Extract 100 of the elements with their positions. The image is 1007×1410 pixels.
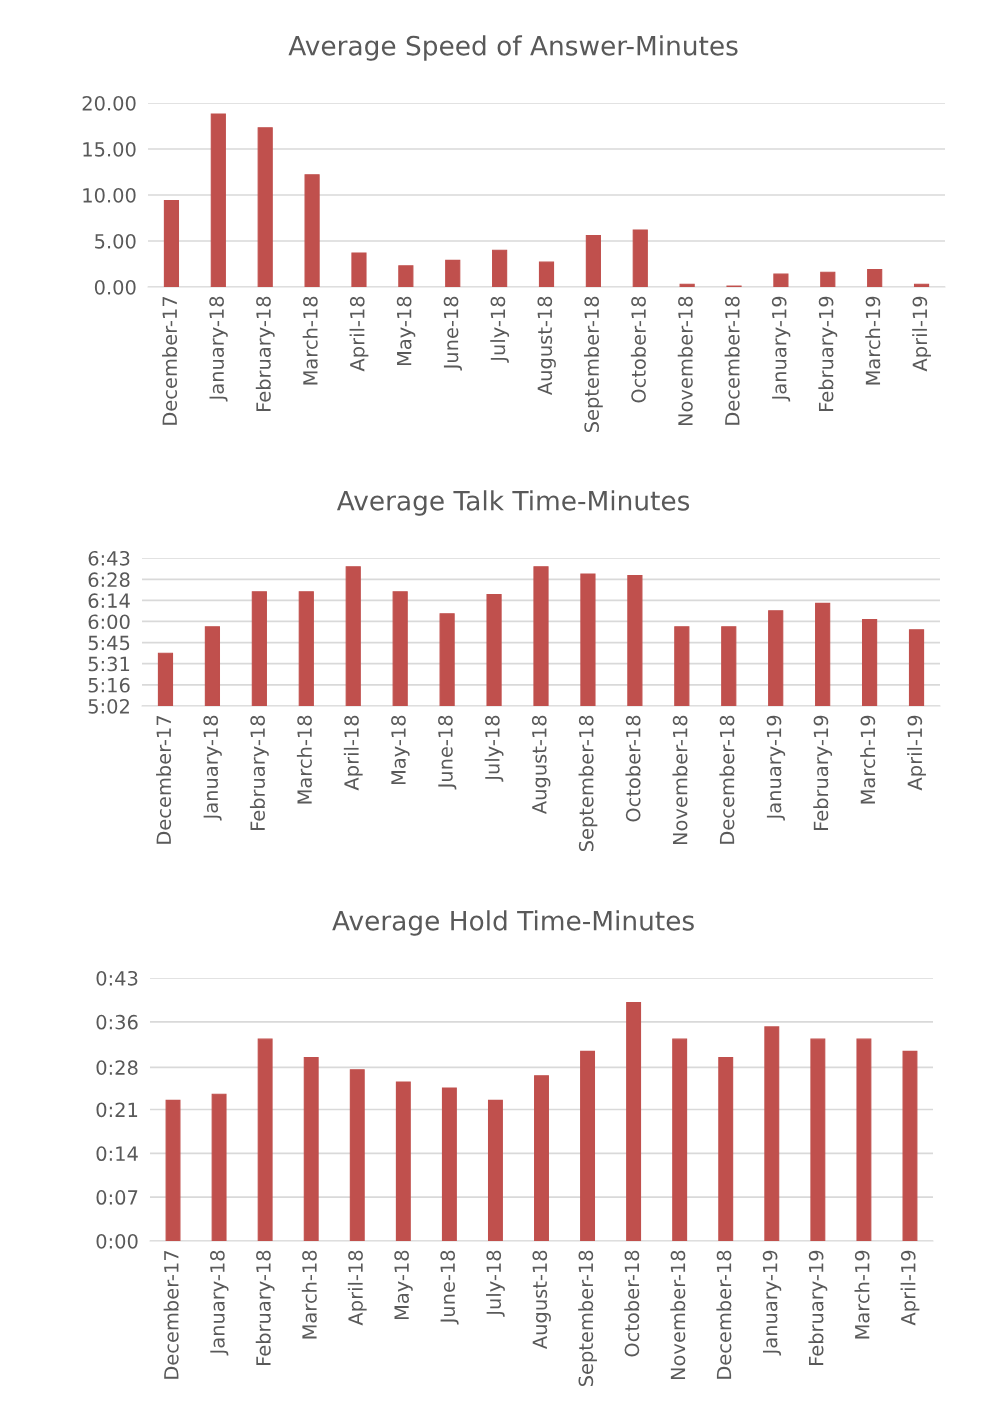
x-tick-label: December-18 <box>719 715 735 844</box>
x-tick-label: December-17 <box>156 716 172 844</box>
bar <box>441 1087 457 1241</box>
y-tick-label: 6:28 <box>88 572 130 588</box>
chart-title: Average Speed of Answer-Minutes <box>288 35 738 61</box>
bar <box>534 1075 549 1241</box>
x-tick-label: December-18 <box>724 296 740 425</box>
y-tick-label: 0:00 <box>96 1233 138 1249</box>
bar <box>395 1081 411 1241</box>
x-tick-label: February-19 <box>813 715 833 830</box>
y-tick-label: 0:14 <box>96 1146 138 1162</box>
x-tick-label: November-18 <box>677 296 693 426</box>
y-tick-label: 0:21 <box>96 1102 138 1118</box>
y-tick-label: 0:07 <box>96 1190 138 1205</box>
bar <box>718 1056 734 1241</box>
y-tick-label: 5:45 <box>88 635 130 651</box>
x-tick-label: April-19 <box>900 1250 920 1326</box>
x-tick-label: April-19 <box>912 296 931 372</box>
bar <box>632 229 648 287</box>
bar <box>902 1050 918 1241</box>
chart-title: Average Hold Time-Minutes <box>332 910 694 936</box>
x-tick-label: January-18 <box>203 715 222 821</box>
y-tick-label: 0:28 <box>96 1060 138 1075</box>
y-tick-label: 0:36 <box>96 1014 138 1030</box>
y-tick-label: 6:00 <box>88 614 130 630</box>
x-tick-label: July-18 <box>484 715 504 782</box>
x-tick-label: December-18 <box>716 1250 732 1379</box>
x-tick-label: September-18 <box>578 1250 597 1387</box>
x-tick-label: November-18 <box>670 1250 686 1380</box>
bar <box>820 271 836 287</box>
x-tick-label: March-19 <box>865 296 881 385</box>
x-tick-label: August-18 <box>532 1250 551 1349</box>
y-tick-label: 10.00 <box>83 187 136 203</box>
x-tick-label: May-18 <box>396 296 416 366</box>
x-tick-label: September-18 <box>578 715 598 852</box>
x-tick-label: December-17 <box>162 297 178 425</box>
y-tick-label: 15.00 <box>83 141 136 157</box>
y-tick-label: 6:43 <box>88 550 130 566</box>
bar <box>257 127 273 287</box>
x-tick-label: April-19 <box>907 715 926 791</box>
bar <box>398 265 414 287</box>
x-tick-label: January-19 <box>766 715 786 821</box>
x-tick-label: October-18 <box>625 715 641 822</box>
bar <box>163 199 180 287</box>
y-tick-label: 0:43 <box>96 970 138 986</box>
x-tick-label: July-18 <box>490 296 510 363</box>
x-tick-label: January-19 <box>771 296 791 402</box>
bar <box>304 174 320 287</box>
bar <box>585 234 601 287</box>
x-tick-label: April-18 <box>347 1250 367 1326</box>
x-tick-label: January-19 <box>762 1250 782 1356</box>
chart-title: Average Talk Time-Minutes <box>336 490 690 516</box>
bar <box>856 1038 872 1241</box>
x-tick-label: August-18 <box>537 296 556 395</box>
bar <box>210 113 226 287</box>
x-tick-label: February-18 <box>249 715 269 830</box>
x-tick-label: February-19 <box>818 296 838 411</box>
bar <box>764 1026 780 1241</box>
x-tick-label: December-17 <box>163 1251 179 1379</box>
y-tick-label: 20.00 <box>82 95 136 111</box>
x-tick-label: July-18 <box>486 1250 505 1317</box>
bar <box>257 1038 273 1241</box>
x-tick-label: March-18 <box>301 1250 317 1339</box>
bar <box>487 1099 503 1241</box>
x-tick-label: September-18 <box>583 296 603 433</box>
x-tick-label: May-18 <box>391 715 410 785</box>
bar <box>492 249 508 287</box>
bar <box>913 283 930 287</box>
bar <box>303 1056 319 1241</box>
y-tick-label: 0.00 <box>94 279 136 295</box>
x-tick-label: October-18 <box>630 296 646 403</box>
x-tick-label: January-18 <box>209 296 228 402</box>
x-tick-label: October-18 <box>624 1250 640 1357</box>
y-tick-label: 5.00 <box>95 233 136 249</box>
bar <box>445 259 461 287</box>
bar <box>351 252 367 287</box>
x-tick-label: June-18 <box>440 1250 459 1325</box>
x-tick-label: June-18 <box>443 296 462 371</box>
x-tick-label: April-18 <box>349 296 369 372</box>
x-tick-label: February-18 <box>255 296 275 411</box>
x-tick-label: March-18 <box>296 715 312 804</box>
x-tick-label: June-18 <box>438 715 457 790</box>
bar <box>349 1069 365 1241</box>
y-tick-label: 5:16 <box>88 677 130 693</box>
x-tick-label: May-18 <box>394 1250 413 1320</box>
x-tick-label: March-19 <box>860 715 876 804</box>
bar <box>580 1050 596 1241</box>
bar <box>679 283 695 287</box>
bar <box>810 1038 826 1241</box>
x-tick-label: March-18 <box>302 296 318 385</box>
bar <box>626 1001 642 1241</box>
x-tick-label: February-19 <box>808 1250 828 1365</box>
y-tick-label: 6:14 <box>88 593 130 609</box>
bar <box>538 261 555 287</box>
x-tick-label: January-18 <box>210 1250 229 1356</box>
bar <box>165 1099 181 1241</box>
x-tick-label: February-18 <box>255 1250 275 1365</box>
bar <box>211 1093 227 1241</box>
bar <box>773 273 789 287</box>
x-tick-label: August-18 <box>531 715 551 814</box>
